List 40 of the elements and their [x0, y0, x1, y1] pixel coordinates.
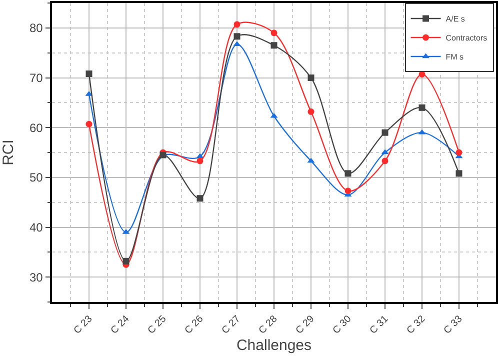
point: [270, 30, 278, 36]
point: [308, 74, 314, 81]
x-tick-label: C 32: [404, 313, 428, 336]
point: [382, 158, 388, 164]
point: [418, 104, 426, 111]
legend-label: Contractors: [446, 34, 488, 43]
point: [456, 149, 462, 156]
y-tick-label: 30: [29, 270, 44, 284]
point: [270, 42, 278, 49]
y-tick-label: 70: [29, 70, 44, 85]
point: [86, 70, 92, 78]
x-tick-label: C 33: [442, 313, 465, 336]
point: [456, 170, 462, 177]
x-tick-label: C 31: [368, 313, 391, 336]
legend-label: A/E s: [446, 14, 465, 24]
y-tick-label: 40: [29, 220, 44, 234]
point: [382, 129, 388, 136]
x-axis-title: Challenges: [236, 336, 312, 354]
x-tick-label: C 30: [330, 313, 354, 336]
x-tick-label: C 28: [256, 313, 280, 336]
legend-label: FM s: [446, 52, 464, 62]
y-tick-label: 50: [29, 170, 44, 185]
x-tick-label: C 23: [72, 313, 95, 336]
y-tick-label: 80: [29, 21, 44, 36]
point: [344, 170, 352, 177]
x-tick-label: C 26: [182, 313, 206, 336]
point: [308, 108, 314, 115]
y-axis-title: RCI: [0, 140, 17, 166]
x-tick-label: C 29: [294, 313, 317, 336]
point: [86, 120, 92, 128]
point: [196, 195, 204, 202]
point: [234, 33, 240, 40]
x-tick-label: C 24: [108, 313, 132, 336]
x-tick-label: C 25: [146, 313, 169, 336]
x-tick-label: C 27: [220, 313, 243, 336]
point: [122, 258, 130, 264]
point: [234, 21, 240, 28]
point: [344, 188, 352, 194]
point: [196, 158, 204, 164]
y-tick-label: 60: [29, 120, 44, 135]
